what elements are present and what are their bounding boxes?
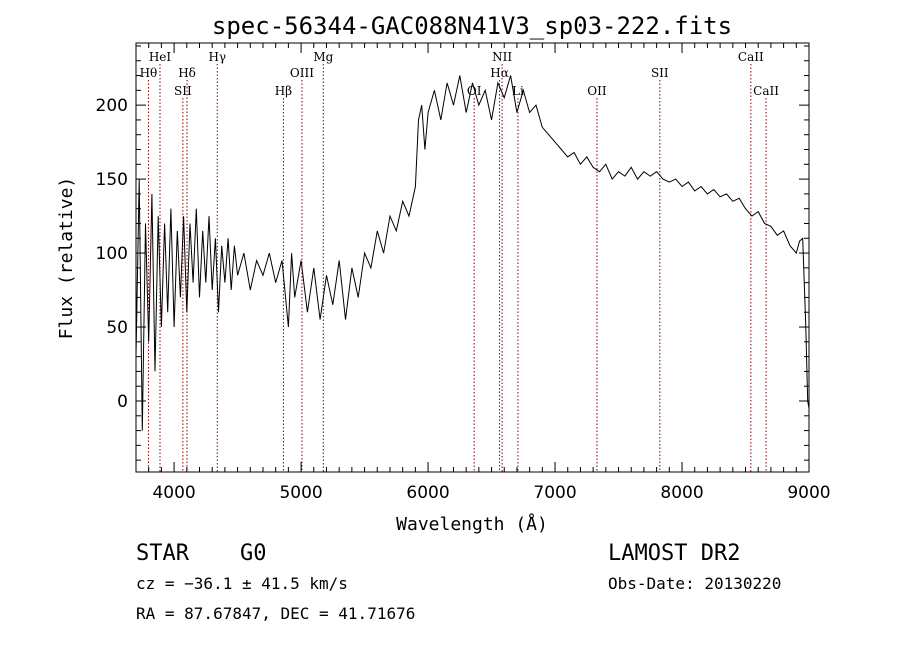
spectral-line-markers: [147, 64, 767, 472]
spectral-line-label: SII: [174, 84, 192, 98]
spectral-line-label: Hδ: [178, 66, 196, 80]
class-label: STAR: [136, 541, 190, 566]
spectral-line-label: OIII: [290, 66, 314, 80]
y-tick-label: 150: [96, 170, 128, 190]
plot-frame: [135, 42, 810, 473]
x-tick-label: 4000: [152, 483, 195, 503]
y-tick-label: 200: [96, 96, 128, 116]
obs-date-label: Obs-Date: 20130220: [608, 574, 781, 593]
x-tick-label: 6000: [406, 483, 449, 503]
x-tick-label: 7000: [533, 483, 576, 503]
survey-label: LAMOST DR2: [608, 541, 740, 566]
coords-label: RA = 87.67847, DEC = 41.71676: [136, 604, 415, 623]
spectral-line-label: Hθ: [140, 66, 158, 80]
spectral-line-label: NII: [492, 50, 512, 64]
y-tick-label: 100: [96, 244, 128, 264]
x-axis-label: Wavelength (Å): [396, 513, 548, 535]
spectral-line-label: Hβ: [275, 84, 292, 98]
spectral-line-label: CaII: [753, 84, 779, 98]
x-tick-label: 9000: [787, 483, 830, 503]
cz-label: cz = −36.1 ± 41.5 km/s: [136, 574, 348, 593]
x-tick-label: 8000: [660, 483, 703, 503]
y-tick-label: 50: [106, 318, 128, 338]
spectrum-line: [135, 75, 810, 431]
y-tick-label: 0: [117, 392, 128, 412]
spectral-line-label: Hγ: [208, 50, 226, 64]
spectral-line-label: SII: [651, 66, 669, 80]
spectral-line-label: Mg: [313, 50, 333, 64]
spectral-line-label: Hα: [490, 66, 509, 80]
spectrum-series: [135, 75, 810, 431]
x-tick-label: 5000: [279, 483, 322, 503]
y-axis-label: Flux (relative): [56, 177, 77, 340]
y-axis: 0 50 100 150 200: [96, 45, 809, 461]
spectral-line-label: Li: [512, 84, 524, 98]
x-axis: 4000 5000 6000 7000 8000 9000: [148, 43, 831, 503]
spectral-line-label: OII: [587, 84, 607, 98]
spectral-line-label: CaII: [738, 50, 764, 64]
chart-title: spec-56344-GAC088N41V3_sp03-222.fits: [212, 12, 732, 40]
spectral-line-label: HeI: [149, 50, 172, 64]
subclass-label: G0: [240, 541, 267, 566]
